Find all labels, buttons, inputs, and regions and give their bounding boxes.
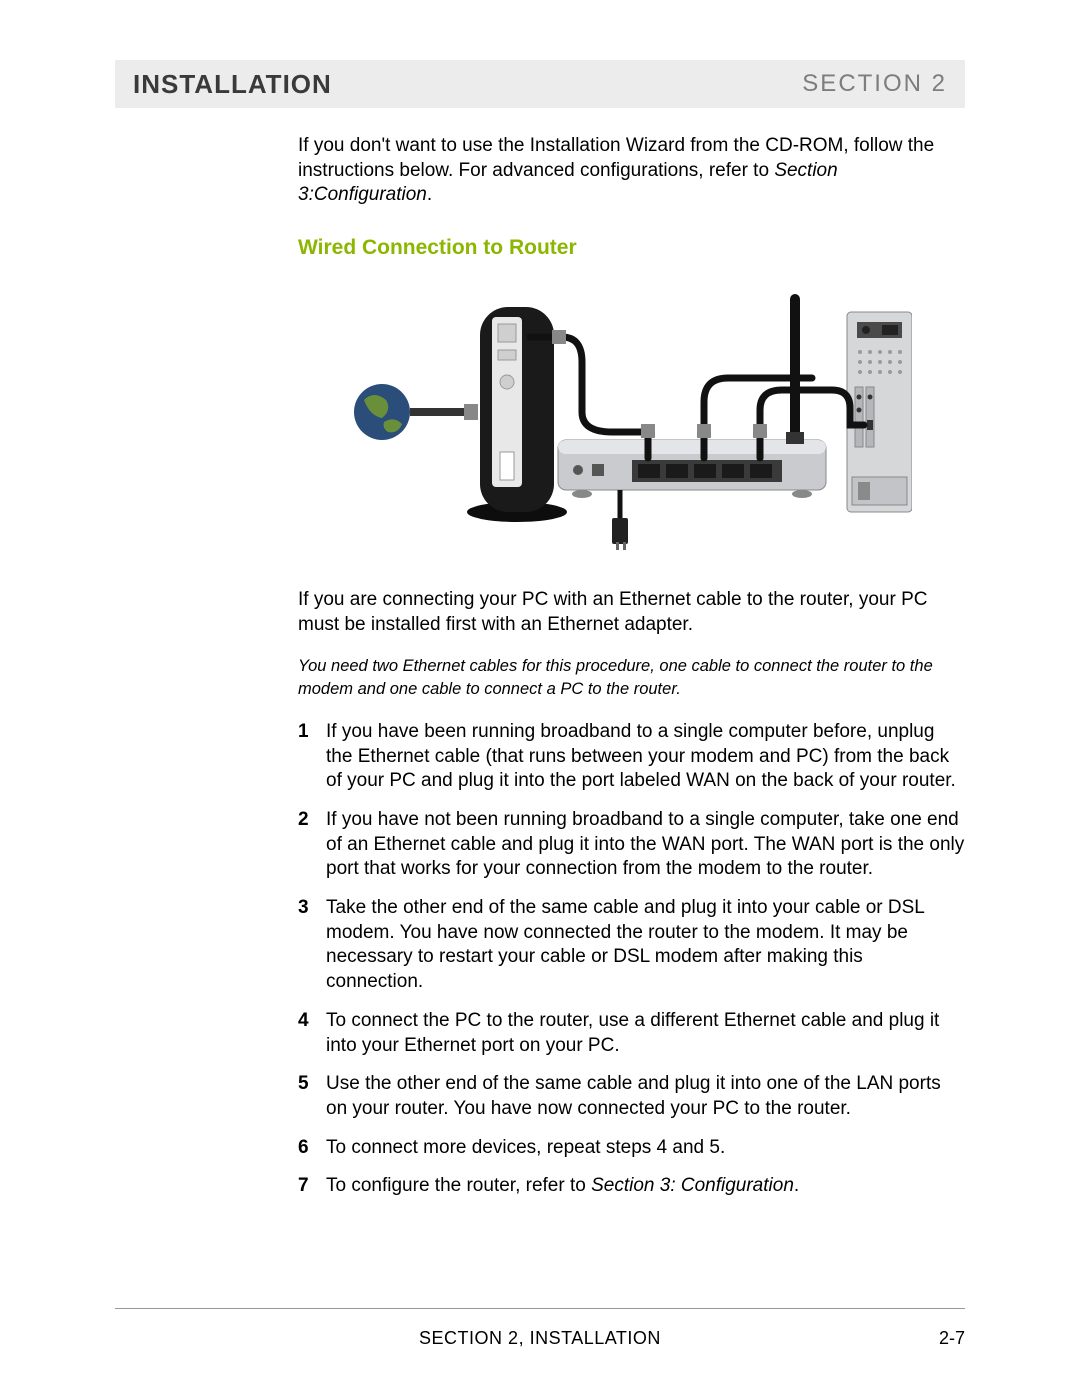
step-4: 4To connect the PC to the router, use a …: [298, 1009, 965, 1058]
intro-period: .: [427, 184, 432, 205]
step-6: 6To connect more devices, repeat steps 4…: [298, 1136, 965, 1161]
section-number: SECTION 2: [802, 70, 947, 98]
router-port-lan3: [722, 464, 744, 478]
router-port-wan: [638, 464, 660, 478]
modem-port-2: [498, 350, 516, 360]
step-7: 7To configure the router, refer to Secti…: [298, 1174, 965, 1199]
section-header-bar: INSTALLATION SECTION 2: [115, 60, 965, 108]
step-1: 1If you have been running broadband to a…: [298, 720, 965, 794]
eth-plug-wan: [641, 424, 655, 438]
step-3: 3Take the other end of the same cable an…: [298, 896, 965, 995]
pc-psu-socket: [882, 325, 898, 335]
step-2: 2If you have not been running broadband …: [298, 808, 965, 882]
router-port-lan4: [750, 464, 772, 478]
step-number: 7: [298, 1174, 326, 1199]
document-page: INSTALLATION SECTION 2 If you don't want…: [0, 0, 1080, 1397]
step-text: Use the other end of the same cable and …: [326, 1072, 965, 1121]
pc-psu-port: [862, 326, 870, 334]
router-top: [558, 440, 826, 454]
step-7-ref: Section 3: Configuration: [591, 1175, 794, 1196]
step-number: 2: [298, 808, 326, 882]
router-power-jack: [573, 465, 583, 475]
content-column: If you don't want to use the Installatio…: [298, 134, 965, 1199]
router-port-lan1: [666, 464, 688, 478]
diagram-svg: [352, 282, 912, 552]
router-foot-r: [792, 490, 812, 498]
router-port-lan2: [694, 464, 716, 478]
step-number: 4: [298, 1009, 326, 1058]
pc-port-c: [867, 395, 872, 400]
modem-label: [500, 452, 514, 480]
eth-plug-lan2: [697, 424, 711, 438]
step-text: Take the other end of the same cable and…: [326, 896, 965, 995]
modem-coax-port: [500, 375, 514, 389]
step-text: If you have been running broadband to a …: [326, 720, 965, 794]
coax-cable: [410, 408, 472, 416]
step-text: If you have not been running broadband t…: [326, 808, 965, 882]
intro-text: If you don't want to use the Installatio…: [298, 135, 934, 181]
step-number: 6: [298, 1136, 326, 1161]
footer-rule: [115, 1308, 965, 1309]
power-adapter: [612, 518, 628, 544]
step-number: 3: [298, 896, 326, 995]
section-title: INSTALLATION: [133, 69, 332, 100]
router-button: [592, 464, 604, 476]
pc-eth-port: [867, 420, 873, 430]
power-prong-l: [616, 542, 619, 550]
eth-plug-modem: [552, 330, 566, 344]
antenna-hinge: [786, 432, 804, 444]
router-antenna: [790, 294, 800, 440]
router-foot-l: [572, 490, 592, 498]
pc-port-b: [856, 408, 861, 413]
step-5: 5Use the other end of the same cable and…: [298, 1072, 965, 1121]
note-two-cables: You need two Ethernet cables for this pr…: [298, 655, 965, 700]
installation-steps: 1If you have been running broadband to a…: [298, 720, 965, 1199]
eth-plug-lan: [753, 424, 767, 438]
step-text: To configure the router, refer to Sectio…: [326, 1174, 965, 1199]
paragraph-ethernet-adapter: If you are connecting your PC with an Et…: [298, 588, 965, 637]
footer-section-label: SECTION 2, INSTALLATION: [419, 1328, 661, 1349]
step-text: To connect more devices, repeat steps 4 …: [326, 1136, 965, 1161]
power-prong-r: [623, 542, 626, 550]
subsection-heading: Wired Connection to Router: [298, 236, 965, 260]
step-text: To connect the PC to the router, use a d…: [326, 1009, 965, 1058]
pc-bottom-slot: [858, 482, 870, 500]
coax-connector: [464, 404, 478, 420]
modem-port-1: [498, 324, 516, 342]
footer: SECTION 2, INSTALLATION: [115, 1328, 965, 1349]
connection-diagram: [352, 282, 912, 552]
step-7-pre: To configure the router, refer to: [326, 1175, 591, 1196]
step-7-post: .: [794, 1175, 799, 1196]
step-number: 5: [298, 1072, 326, 1121]
intro-paragraph: If you don't want to use the Installatio…: [298, 134, 965, 208]
pc-port-a: [856, 395, 861, 400]
step-number: 1: [298, 720, 326, 794]
footer-page-number: 2-7: [939, 1328, 965, 1349]
